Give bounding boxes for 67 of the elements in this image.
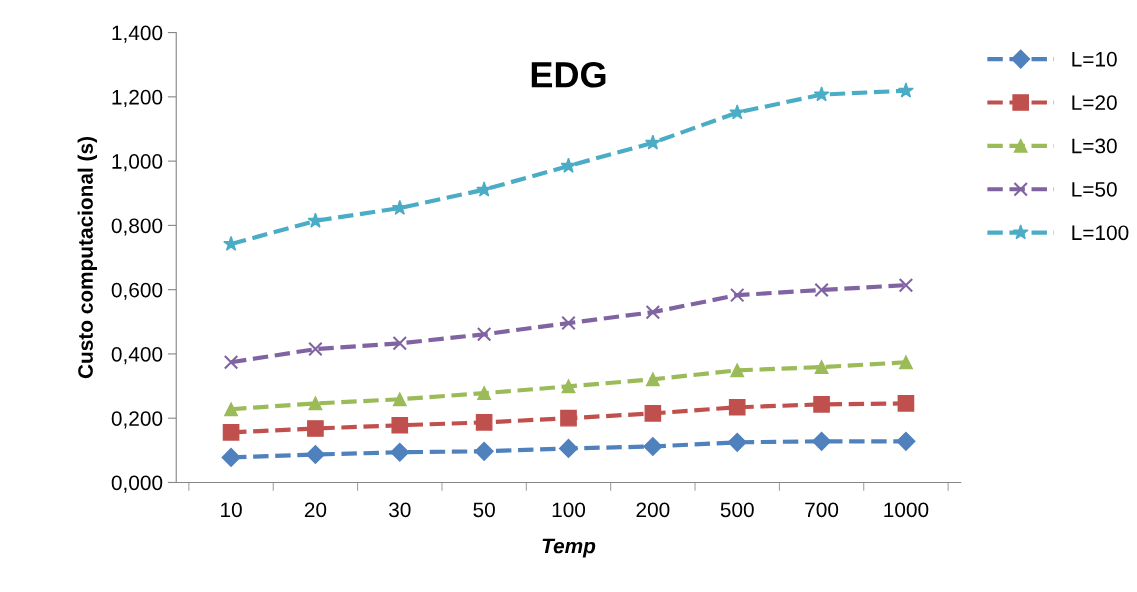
point	[561, 315, 576, 331]
y-tick-label: 0,600	[111, 282, 163, 300]
point	[813, 396, 830, 413]
point	[897, 82, 914, 98]
point	[729, 287, 745, 303]
point	[308, 396, 323, 411]
y-tick-label: 0,400	[111, 346, 163, 365]
point	[896, 431, 916, 451]
legend-label: L=20	[1072, 95, 1117, 110]
point	[727, 432, 747, 452]
point	[645, 304, 661, 320]
point	[308, 341, 323, 357]
point	[392, 392, 407, 407]
y-tick-label: 0,200	[111, 411, 163, 429]
legend-label: L=30	[1072, 138, 1117, 154]
point	[224, 402, 239, 417]
legend-label: L=100	[1072, 225, 1129, 241]
point	[814, 360, 829, 375]
point	[644, 134, 661, 150]
point	[390, 442, 410, 462]
point	[474, 441, 494, 461]
y-tick-label: 1,000	[112, 154, 163, 172]
legend-label: L=10	[1072, 51, 1117, 67]
point	[812, 431, 832, 451]
point	[307, 420, 324, 437]
point	[644, 405, 662, 422]
x-tick-label: 200	[636, 502, 670, 518]
point	[560, 409, 577, 427]
point	[475, 414, 493, 431]
y-tick-label: 0,000	[111, 475, 163, 493]
y-tick-label: 1,400	[112, 25, 163, 43]
point	[223, 355, 239, 370]
x-tick-label: 50	[473, 502, 495, 518]
point	[813, 86, 830, 102]
legend-label: L=50	[1072, 182, 1117, 197]
point	[730, 363, 745, 378]
text: EDG	[531, 62, 606, 88]
point	[729, 104, 746, 120]
point	[476, 327, 492, 342]
point	[477, 386, 492, 401]
x-tick-label: 500	[720, 502, 754, 518]
x-axis-title: Temp	[542, 538, 596, 558]
point	[898, 277, 914, 293]
point	[643, 436, 663, 457]
point	[898, 355, 913, 370]
point	[305, 444, 325, 465]
point	[897, 395, 915, 412]
y-tick-label: 0,800	[111, 218, 163, 236]
y-tick-label: 1,200	[112, 89, 163, 108]
point	[391, 416, 409, 434]
x-tick-label: 100	[552, 502, 586, 518]
point	[221, 447, 241, 467]
point	[728, 398, 746, 416]
x-tick-label: 20	[304, 502, 327, 518]
point	[561, 379, 576, 394]
x-tick-label: 700	[805, 502, 839, 518]
point	[560, 157, 577, 173]
point	[222, 424, 240, 441]
point	[307, 212, 324, 228]
x-tick-label: 1000	[884, 502, 929, 518]
point	[392, 336, 408, 351]
point	[558, 438, 579, 458]
point	[814, 282, 829, 298]
point	[645, 372, 660, 387]
x-tick-label: 30	[388, 502, 411, 518]
y-axis-title: Custo computacional (s)	[77, 137, 98, 379]
x-tick-label: 10	[221, 502, 242, 518]
